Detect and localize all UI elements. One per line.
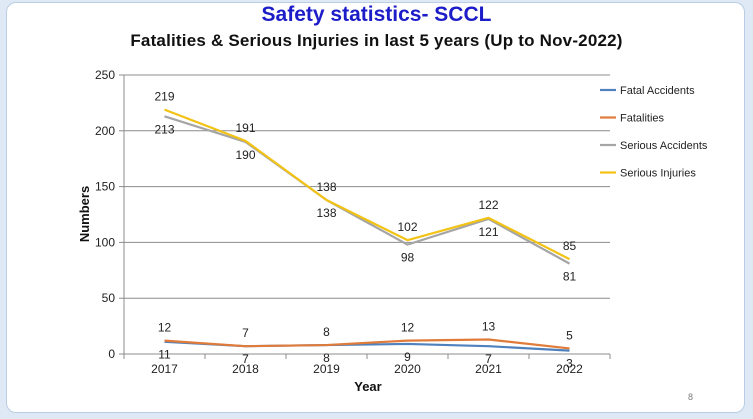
y-tick-label: 0 — [108, 347, 115, 361]
legend-label: Fatalities — [620, 113, 665, 125]
y-tick-label: 200 — [95, 124, 115, 138]
series-line-serious-accidents — [164, 115, 571, 265]
x-axis-title: Year — [354, 379, 381, 394]
series-line-fatalities — [164, 338, 570, 350]
data-label: 85 — [563, 239, 577, 253]
data-label: 138 — [316, 206, 336, 220]
data-label: 7 — [485, 352, 492, 366]
x-tick-label: 2017 — [151, 362, 178, 376]
data-labels: 11 7 8 9 7 3 12 7 8 12 13 5 213 190 138 98 121 81 219 191 13… — [154, 90, 576, 371]
y-tick-label: 150 — [95, 180, 115, 194]
data-label: 121 — [478, 225, 498, 239]
x-tick-label: 2019 — [313, 362, 340, 376]
data-label: 12 — [158, 321, 172, 335]
data-label: 8 — [323, 325, 330, 339]
slide-title: Safety statistics- SCCL — [261, 3, 492, 26]
data-label: 191 — [235, 121, 255, 135]
legend: Fatal Accidents Fatalities Serious Acciden… — [600, 85, 708, 180]
page-number: 8 — [688, 392, 694, 402]
x-tick-label: 2018 — [232, 362, 259, 376]
axes: 0 50 100 150 200 250 2017 2018 2019 2020 2021 2022 — [95, 68, 611, 376]
data-label: 5 — [566, 328, 573, 342]
data-label: 9 — [404, 350, 411, 364]
y-tick-label: 100 — [95, 235, 115, 249]
data-label: 7 — [242, 352, 249, 366]
x-tick-label: 2022 — [556, 362, 583, 376]
series-line-serious-injuries — [164, 108, 570, 261]
data-label: 81 — [563, 270, 577, 284]
data-label: 98 — [401, 251, 415, 265]
data-label: 190 — [235, 148, 255, 162]
y-tick-label: 50 — [102, 291, 116, 305]
data-label: 213 — [154, 122, 174, 136]
legend-label: Serious Injuries — [620, 168, 696, 180]
data-label: 219 — [154, 90, 174, 104]
data-label: 8 — [323, 351, 330, 365]
data-label: 122 — [478, 198, 498, 212]
chart-subtitle: Fatalities & Serious Injuries in last 5 … — [130, 31, 623, 50]
legend-label: Serious Accidents — [620, 140, 708, 152]
data-label: 102 — [397, 220, 417, 234]
data-label: 13 — [482, 319, 496, 333]
data-label: 7 — [242, 326, 249, 340]
series-lines — [164, 108, 571, 352]
y-tick-label: 250 — [95, 68, 115, 82]
gridlines — [124, 74, 610, 355]
x-tick-label: 2020 — [394, 362, 421, 376]
data-label: 11 — [158, 348, 171, 362]
y-axis-title: Numbers — [77, 186, 92, 242]
legend-label: Fatal Accidents — [620, 85, 695, 97]
x-tick-label: 2021 — [475, 362, 502, 376]
data-label: 3 — [566, 357, 573, 371]
data-label: 12 — [401, 321, 415, 335]
data-label: 138 — [316, 180, 336, 194]
